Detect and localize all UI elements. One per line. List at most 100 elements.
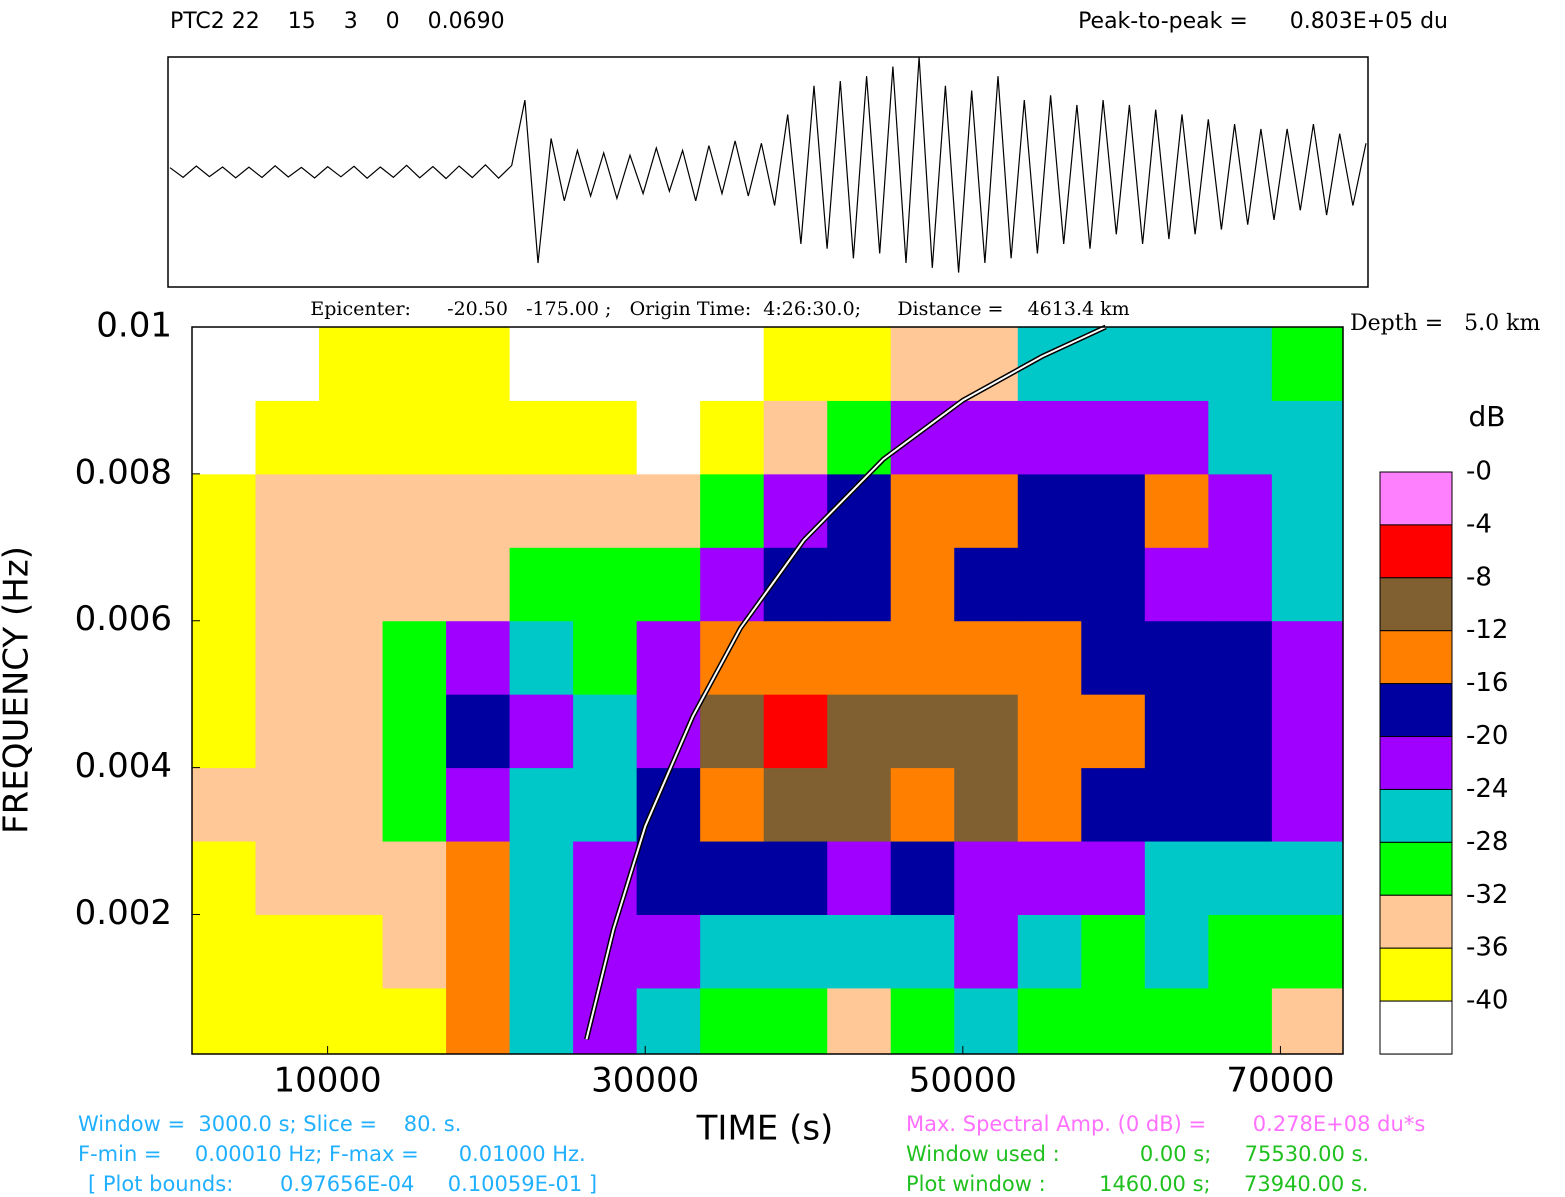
spectrogram-cell — [382, 400, 447, 475]
spectrogram-cell — [509, 914, 574, 989]
spectrogram-cell — [382, 620, 447, 695]
spectrogram-cell — [192, 694, 257, 769]
spectrogram-cell — [1017, 767, 1082, 842]
spectrogram-cell — [573, 841, 638, 915]
spectrogram-cell — [192, 327, 257, 401]
spectrogram-cell — [636, 400, 701, 475]
spectrogram-cell — [255, 620, 320, 695]
colorbar-band — [1379, 630, 1453, 685]
spectrogram-cell — [255, 473, 320, 548]
spectrogram-cell — [1271, 400, 1344, 475]
spectrogram-cell — [1208, 694, 1273, 769]
spectrogram-cell — [509, 620, 574, 695]
spectrogram-cell — [1081, 841, 1146, 915]
waveform-frame — [167, 56, 1369, 288]
spectrogram-cell — [763, 473, 828, 548]
spectrogram-cell — [763, 694, 828, 769]
spectrogram-cell — [700, 327, 765, 401]
spectrogram-cell — [763, 987, 828, 1055]
colorbar-band — [1379, 894, 1453, 949]
spectrogram-cell — [1144, 400, 1209, 475]
spectrogram-cell — [1017, 620, 1082, 695]
spectrogram-cell — [890, 547, 955, 622]
spectrogram-cell — [446, 327, 511, 401]
spectrogram-cell — [1144, 694, 1209, 769]
colorbar-band — [1379, 736, 1453, 790]
spectrogram-cell — [192, 987, 257, 1055]
spectrogram-cell — [319, 841, 384, 915]
spectrogram-cell — [446, 694, 511, 769]
x-axis-label: TIME (s) — [696, 1109, 834, 1149]
spectrogram-cell — [636, 620, 701, 695]
annotation: F-min = 0.00010 Hz; F-max = 0.01000 Hz. — [78, 1142, 586, 1166]
spectrogram-cell — [192, 473, 257, 548]
spectrogram-cell — [509, 694, 574, 769]
spectrogram-cell — [446, 620, 511, 695]
annotation: [ Plot bounds: 0.97656E-04 0.10059E-01 ] — [88, 1172, 597, 1196]
spectrogram-cell — [1271, 987, 1344, 1055]
spectrogram-cell — [573, 767, 638, 842]
spectrogram-cell — [700, 914, 765, 989]
waveform-title: PTC2 22 15 3 0 0.0690 — [170, 9, 505, 34]
spectrogram-cell — [827, 547, 892, 622]
spectrogram-cell — [382, 547, 447, 622]
spectrogram-cell — [954, 841, 1019, 915]
spectrogram-cell — [1271, 547, 1344, 622]
spectrogram-cell — [382, 327, 447, 401]
spectrogram-cell — [382, 914, 447, 989]
colorbar-band — [1379, 788, 1453, 843]
spectrogram-cell — [890, 767, 955, 842]
spectrogram-cell — [255, 694, 320, 769]
spectrogram-cell — [573, 987, 638, 1055]
colorbar-band — [1379, 683, 1453, 738]
spectrogram-cell — [1271, 767, 1344, 842]
spectrogram-cell — [827, 987, 892, 1055]
spectrogram-cell — [255, 767, 320, 842]
spectrogram-cell — [446, 547, 511, 622]
spectrogram-cell — [192, 841, 257, 915]
spectrogram-cell — [1208, 400, 1273, 475]
spectrogram-cell — [763, 400, 828, 475]
plot-frame — [191, 326, 1344, 1055]
spectrogram-cell — [890, 327, 955, 401]
spectrogram-cell — [700, 841, 765, 915]
spectrogram-cell — [446, 473, 511, 548]
spectrogram-cell — [700, 987, 765, 1055]
spectrogram-cell — [1017, 547, 1082, 622]
spectrogram-cell — [509, 400, 574, 475]
spectrogram-cell — [1271, 473, 1344, 548]
spectrogram-cell — [319, 767, 384, 842]
spectrogram-cell — [636, 694, 701, 769]
spectrogram-cell — [255, 400, 320, 475]
peak-to-peak: Peak-to-peak = 0.803E+05 du — [1078, 9, 1448, 34]
spectrogram-cell — [1208, 767, 1273, 842]
spectrogram-cell — [319, 400, 384, 475]
spectrogram-cell — [1017, 400, 1082, 475]
spectrogram-cell — [636, 914, 701, 989]
spectrogram-cell — [1144, 620, 1209, 695]
spectrogram-cell — [890, 620, 955, 695]
spectrogram-cell — [954, 620, 1019, 695]
spectrogram-cell — [954, 987, 1019, 1055]
spectrogram-cell — [763, 327, 828, 401]
spectrogram-cell — [954, 694, 1019, 769]
colorbar-tick-label: -24 — [1466, 774, 1508, 804]
spectrogram-cell — [1208, 914, 1273, 989]
x-tick-label: 70000 — [1226, 1061, 1334, 1101]
y-tick-label: 0.006 — [75, 599, 172, 639]
spectrogram-cell — [1081, 914, 1146, 989]
spectrogram-cell — [763, 620, 828, 695]
spectrogram-cell — [509, 987, 574, 1055]
spectrogram-cell — [255, 841, 320, 915]
spectrogram-cell — [446, 987, 511, 1055]
spectrogram-cell — [573, 400, 638, 475]
spectrogram-cell — [700, 694, 765, 769]
spectrogram-cell — [1144, 473, 1209, 548]
spectrogram-cell — [1144, 914, 1209, 989]
spectrogram-cell — [319, 327, 384, 401]
spectrogram-cell — [446, 767, 511, 842]
spectrogram-cell — [382, 841, 447, 915]
spectrogram-cell — [890, 473, 955, 548]
spectrogram-cell — [573, 620, 638, 695]
spectrogram-cell — [192, 620, 257, 695]
